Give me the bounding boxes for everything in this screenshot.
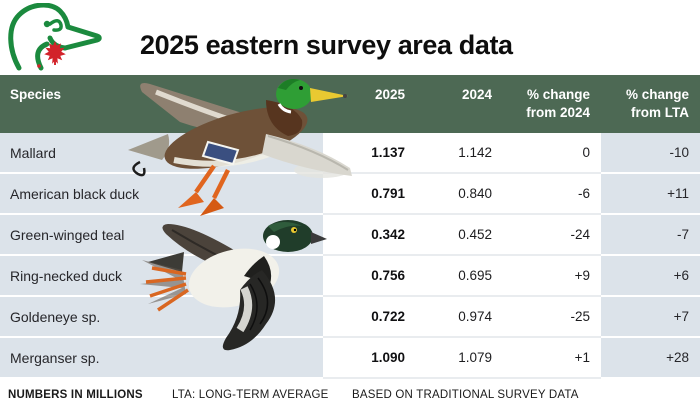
species-cell: Merganser sp.: [0, 338, 323, 379]
pct-change-2024-cell: -6: [497, 174, 601, 215]
pct-change-lta-cell: +28: [601, 338, 700, 379]
header-species: Species: [10, 87, 62, 102]
value-2024-cell: 0.840: [410, 174, 497, 215]
value-2025-cell: 1.090: [323, 338, 410, 379]
pct-change-2024-cell: +1: [497, 338, 601, 379]
species-cell: Mallard: [0, 133, 323, 174]
table-body: Mallard 1.137 1.142 0 -10 American black…: [0, 133, 700, 379]
table-row: Ring-necked duck 0.756 0.695 +9 +6: [0, 256, 700, 297]
table-row: Mallard 1.137 1.142 0 -10: [0, 133, 700, 174]
pct-change-2024-cell: -25: [497, 297, 601, 338]
survey-data-table: Species 2025 2024 % change from 2024 % c…: [0, 75, 700, 379]
pct-change-2024-cell: +9: [497, 256, 601, 297]
species-cell: Green-winged teal: [0, 215, 323, 256]
maple-leaf-icon: [44, 41, 66, 65]
value-2024-cell: 1.079: [410, 338, 497, 379]
value-2025-cell: 0.791: [323, 174, 410, 215]
pct-change-lta-cell: -7: [601, 215, 700, 256]
logo-dot: [37, 64, 41, 68]
pct-change-2024-cell: 0: [497, 133, 601, 174]
value-2024-cell: 0.695: [410, 256, 497, 297]
table-row: Merganser sp. 1.090 1.079 +1 +28: [0, 338, 700, 379]
table-row: American black duck 0.791 0.840 -6 +11: [0, 174, 700, 215]
footnote-survey-basis: BASED ON TRADITIONAL SURVEY DATA: [352, 389, 579, 401]
value-2024-cell: 0.974: [410, 297, 497, 338]
pct-change-lta-cell: +7: [601, 297, 700, 338]
pct-change-lta-cell: +6: [601, 256, 700, 297]
pct-change-lta-cell: -10: [601, 133, 700, 174]
species-cell: Ring-necked duck: [0, 256, 323, 297]
value-2025-cell: 0.722: [323, 297, 410, 338]
pct-change-lta-cell: +11: [601, 174, 700, 215]
species-cell: American black duck: [0, 174, 323, 215]
table-header-row: Species 2025 2024 % change from 2024 % c…: [0, 75, 700, 133]
header-2024: 2024: [461, 87, 492, 102]
footnote-lta-definition: LTA: LONG-TERM AVERAGE: [172, 389, 329, 401]
value-2024-cell: 0.452: [410, 215, 497, 256]
pct-change-2024-cell: -24: [497, 215, 601, 256]
header-pct-change-lta: % change from LTA: [625, 87, 689, 120]
value-2024-cell: 1.142: [410, 133, 497, 174]
ducks-unlimited-logo-icon: [8, 3, 102, 71]
species-cell: Goldeneye sp.: [0, 297, 323, 338]
value-2025-cell: 1.137: [323, 133, 410, 174]
value-2025-cell: 0.756: [323, 256, 410, 297]
duck-eye-dot: [43, 20, 51, 28]
footnote-numbers-in-millions: NUMBERS IN MILLIONS: [8, 389, 143, 401]
table-row: Goldeneye sp. 0.722 0.974 -25 +7: [0, 297, 700, 338]
value-2025-cell: 0.342: [323, 215, 410, 256]
page-title: 2025 eastern survey area data: [140, 30, 513, 60]
header-2025: 2025: [374, 87, 405, 102]
header-pct-change-2024: % change from 2024: [526, 87, 590, 120]
table-row: Green-winged teal 0.342 0.452 -24 -7: [0, 215, 700, 256]
